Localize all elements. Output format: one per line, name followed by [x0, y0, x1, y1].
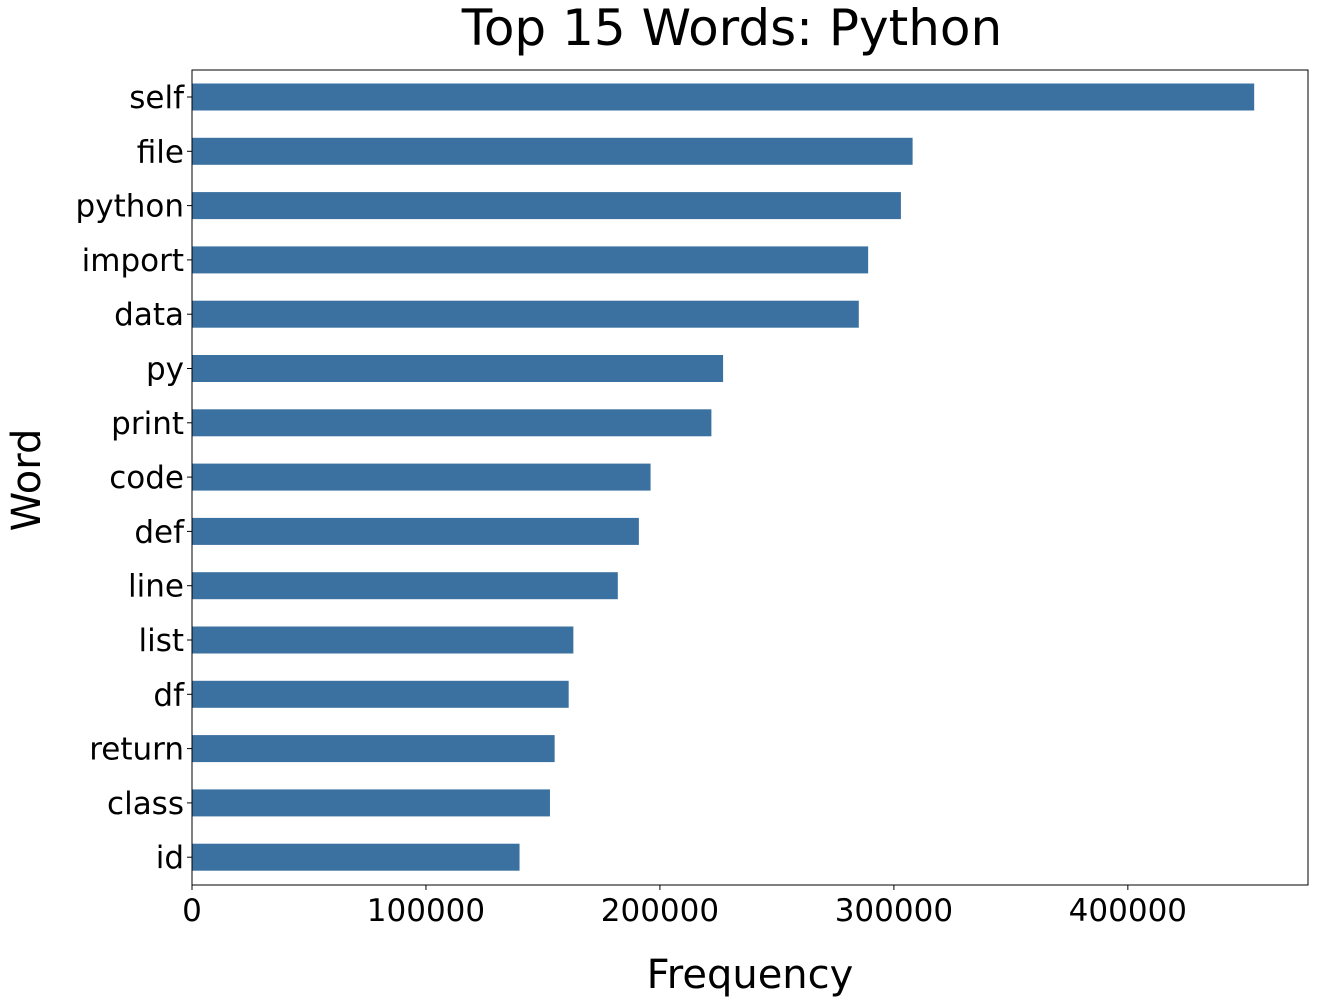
y-tick-label-import: import: [82, 243, 184, 279]
x-tick-labels: 0 100000 200000 300000 400000: [182, 885, 1187, 929]
bar-import: [192, 246, 869, 274]
y-tick-label-print: print: [111, 406, 184, 442]
y-tick-labels: self file python import data py print code def li…: [76, 80, 192, 876]
bar-class: [192, 789, 550, 817]
x-tick-label: 200000: [601, 893, 719, 929]
y-tick-label-def: def: [134, 514, 185, 550]
bar-code: [192, 463, 651, 491]
y-tick-label-df: df: [153, 677, 185, 713]
x-tick-label: 100000: [367, 893, 485, 929]
bar-line: [192, 572, 618, 600]
plot-frame: [191, 69, 1309, 886]
y-tick-label-data: data: [114, 297, 184, 333]
bar-self: [192, 83, 1255, 111]
y-tick-label-class: class: [107, 786, 184, 822]
bars-group: [192, 83, 1255, 871]
y-tick-label-list: list: [138, 623, 184, 659]
bar-id: [192, 843, 520, 871]
bar-df: [192, 680, 569, 708]
y-tick-label-py: py: [146, 352, 184, 388]
chart-title: Top 15 Words: Python: [461, 0, 1002, 57]
bar-py: [192, 355, 724, 382]
bar-file: [192, 137, 913, 165]
y-tick-label-id: id: [156, 840, 184, 876]
y-tick-label-return: return: [89, 732, 184, 768]
x-tick-label: 400000: [1069, 893, 1187, 929]
x-axis-label: Frequency: [647, 952, 854, 998]
y-tick-label-code: code: [109, 460, 184, 496]
y-tick-label-python: python: [76, 189, 184, 225]
bar-data: [192, 300, 859, 328]
bar-list: [192, 626, 574, 654]
y-tick-label-file: file: [137, 134, 184, 170]
bar-def: [192, 517, 639, 545]
bar-python: [192, 192, 901, 220]
bar-print: [192, 409, 712, 437]
y-tick-label-line: line: [128, 569, 184, 605]
bar-return: [192, 735, 555, 763]
y-tick-label-self: self: [129, 80, 185, 116]
y-axis-label: Word: [4, 429, 50, 532]
x-tick-label: 300000: [835, 893, 953, 929]
x-tick-label: 0: [182, 893, 202, 929]
